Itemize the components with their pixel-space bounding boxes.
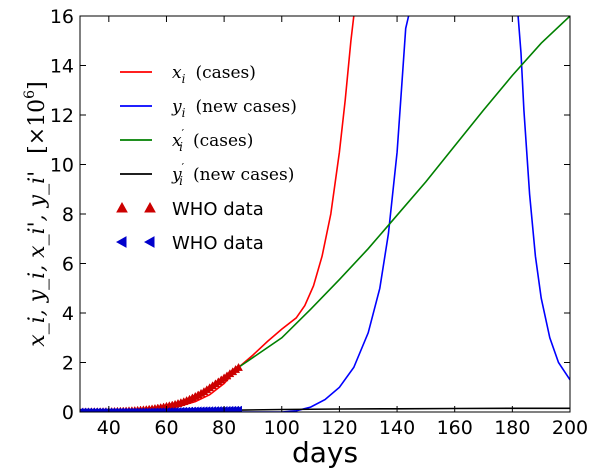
x-tick-label: 60 bbox=[154, 417, 178, 439]
y-axis-label-unit: [×10 bbox=[25, 99, 50, 154]
legend-swatch-4 bbox=[144, 201, 156, 213]
y-axis-label-vars: x_i, y_i, x_i', y_i' bbox=[25, 171, 50, 347]
x-tick-label: 80 bbox=[212, 417, 236, 439]
x-tick-label: 180 bbox=[494, 417, 530, 439]
y-axis: 0 2 4 6 8 10 12 14 16 bbox=[50, 6, 570, 424]
y-tick-label: 8 bbox=[62, 204, 74, 226]
x-tick-label: 200 bbox=[552, 417, 588, 439]
y-tick-label: 10 bbox=[50, 155, 74, 177]
x-tick-label: 100 bbox=[264, 417, 300, 439]
series-line-1 bbox=[80, 16, 410, 412]
svg-text:x_i, y_i, x_i', y_i' [×1: x_i, y_i, x_i', y_i' [×106] bbox=[22, 81, 50, 346]
x-tick-label: 140 bbox=[379, 417, 415, 439]
x-axis: 40 60 80 100 120 140 160 180 200 bbox=[97, 16, 588, 439]
plot-frame bbox=[79, 15, 571, 413]
y-tick-label: 6 bbox=[62, 254, 74, 276]
legend-swatch-5 bbox=[143, 236, 155, 248]
y-tick-label: 12 bbox=[50, 105, 74, 127]
legend-swatch-5 bbox=[115, 236, 127, 248]
legend-label-3: y′ i (new cases) bbox=[171, 161, 294, 188]
legend-label-0: xi (cases) bbox=[172, 63, 256, 86]
legend-label-1: yi (new cases) bbox=[171, 97, 297, 120]
y-axis-label: x_i, y_i, x_i', y_i' [×106] bbox=[22, 81, 50, 346]
series-line-2 bbox=[517, 16, 570, 381]
x-tick-label: 160 bbox=[437, 417, 473, 439]
x-tick-label: 120 bbox=[321, 417, 357, 439]
legend: xi (cases) yi (new cases) x′ i (cases) y′ i (new … bbox=[115, 63, 297, 254]
series-line-3 bbox=[238, 16, 570, 369]
y-tick-label: 14 bbox=[50, 56, 74, 78]
y-axis-label-exp: 6 bbox=[22, 90, 38, 99]
y-tick-label: 0 bbox=[62, 402, 74, 424]
marker-layer bbox=[80, 362, 243, 412]
legend-label-2: x′ i (cases) bbox=[172, 127, 253, 154]
y-tick-label: 16 bbox=[50, 6, 74, 28]
x-axis-label: days bbox=[292, 436, 358, 468]
marker-point-1 bbox=[234, 405, 242, 412]
y-tick-label: 4 bbox=[62, 303, 74, 325]
legend-label-4: WHO data bbox=[172, 199, 264, 220]
y-axis-label-close: ] bbox=[25, 81, 50, 90]
marker-point-0 bbox=[234, 362, 243, 371]
y-tick-label: 2 bbox=[62, 353, 74, 375]
legend-label-5: WHO data bbox=[172, 233, 264, 254]
series-layer bbox=[80, 16, 570, 412]
x-tick-label: 40 bbox=[97, 417, 121, 439]
legend-swatch-4 bbox=[116, 201, 128, 213]
